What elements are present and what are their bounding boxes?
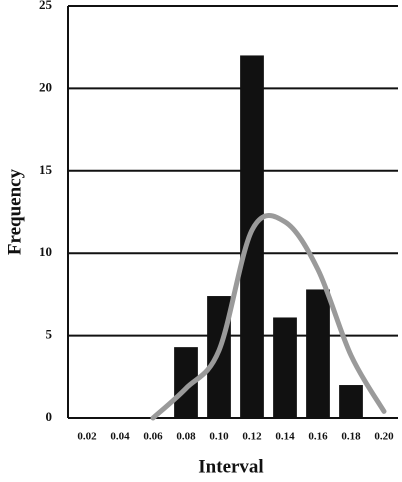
bar: [306, 289, 330, 418]
bar: [240, 55, 264, 418]
y-tick-label: 5: [46, 327, 53, 342]
x-tick-label: 0.06: [143, 431, 163, 443]
y-tick-label: 10: [39, 244, 52, 259]
bar: [174, 347, 198, 418]
x-tick-label: 0.08: [176, 431, 196, 443]
bar: [273, 317, 297, 418]
bar: [339, 385, 363, 418]
x-tick-label: 0.02: [77, 431, 97, 443]
x-tick-label: 0.10: [209, 431, 229, 443]
x-tick-label: 0.20: [374, 431, 394, 443]
y-tick-label: 15: [39, 162, 53, 177]
fit-curve: [150, 213, 387, 421]
y-tick-label: 0: [46, 409, 53, 424]
x-tick-label: 0.18: [341, 431, 361, 443]
x-tick-label: 0.12: [242, 431, 262, 443]
y-tick-label: 25: [39, 0, 53, 12]
x-tick-label: 0.14: [275, 431, 295, 443]
y-tick-label: 20: [39, 79, 52, 94]
x-tick-label: 0.04: [110, 431, 130, 443]
x-tick-label: 0.16: [308, 431, 328, 443]
y-axis-title: Frequency: [4, 168, 25, 255]
x-axis-title: Interval: [198, 456, 263, 477]
